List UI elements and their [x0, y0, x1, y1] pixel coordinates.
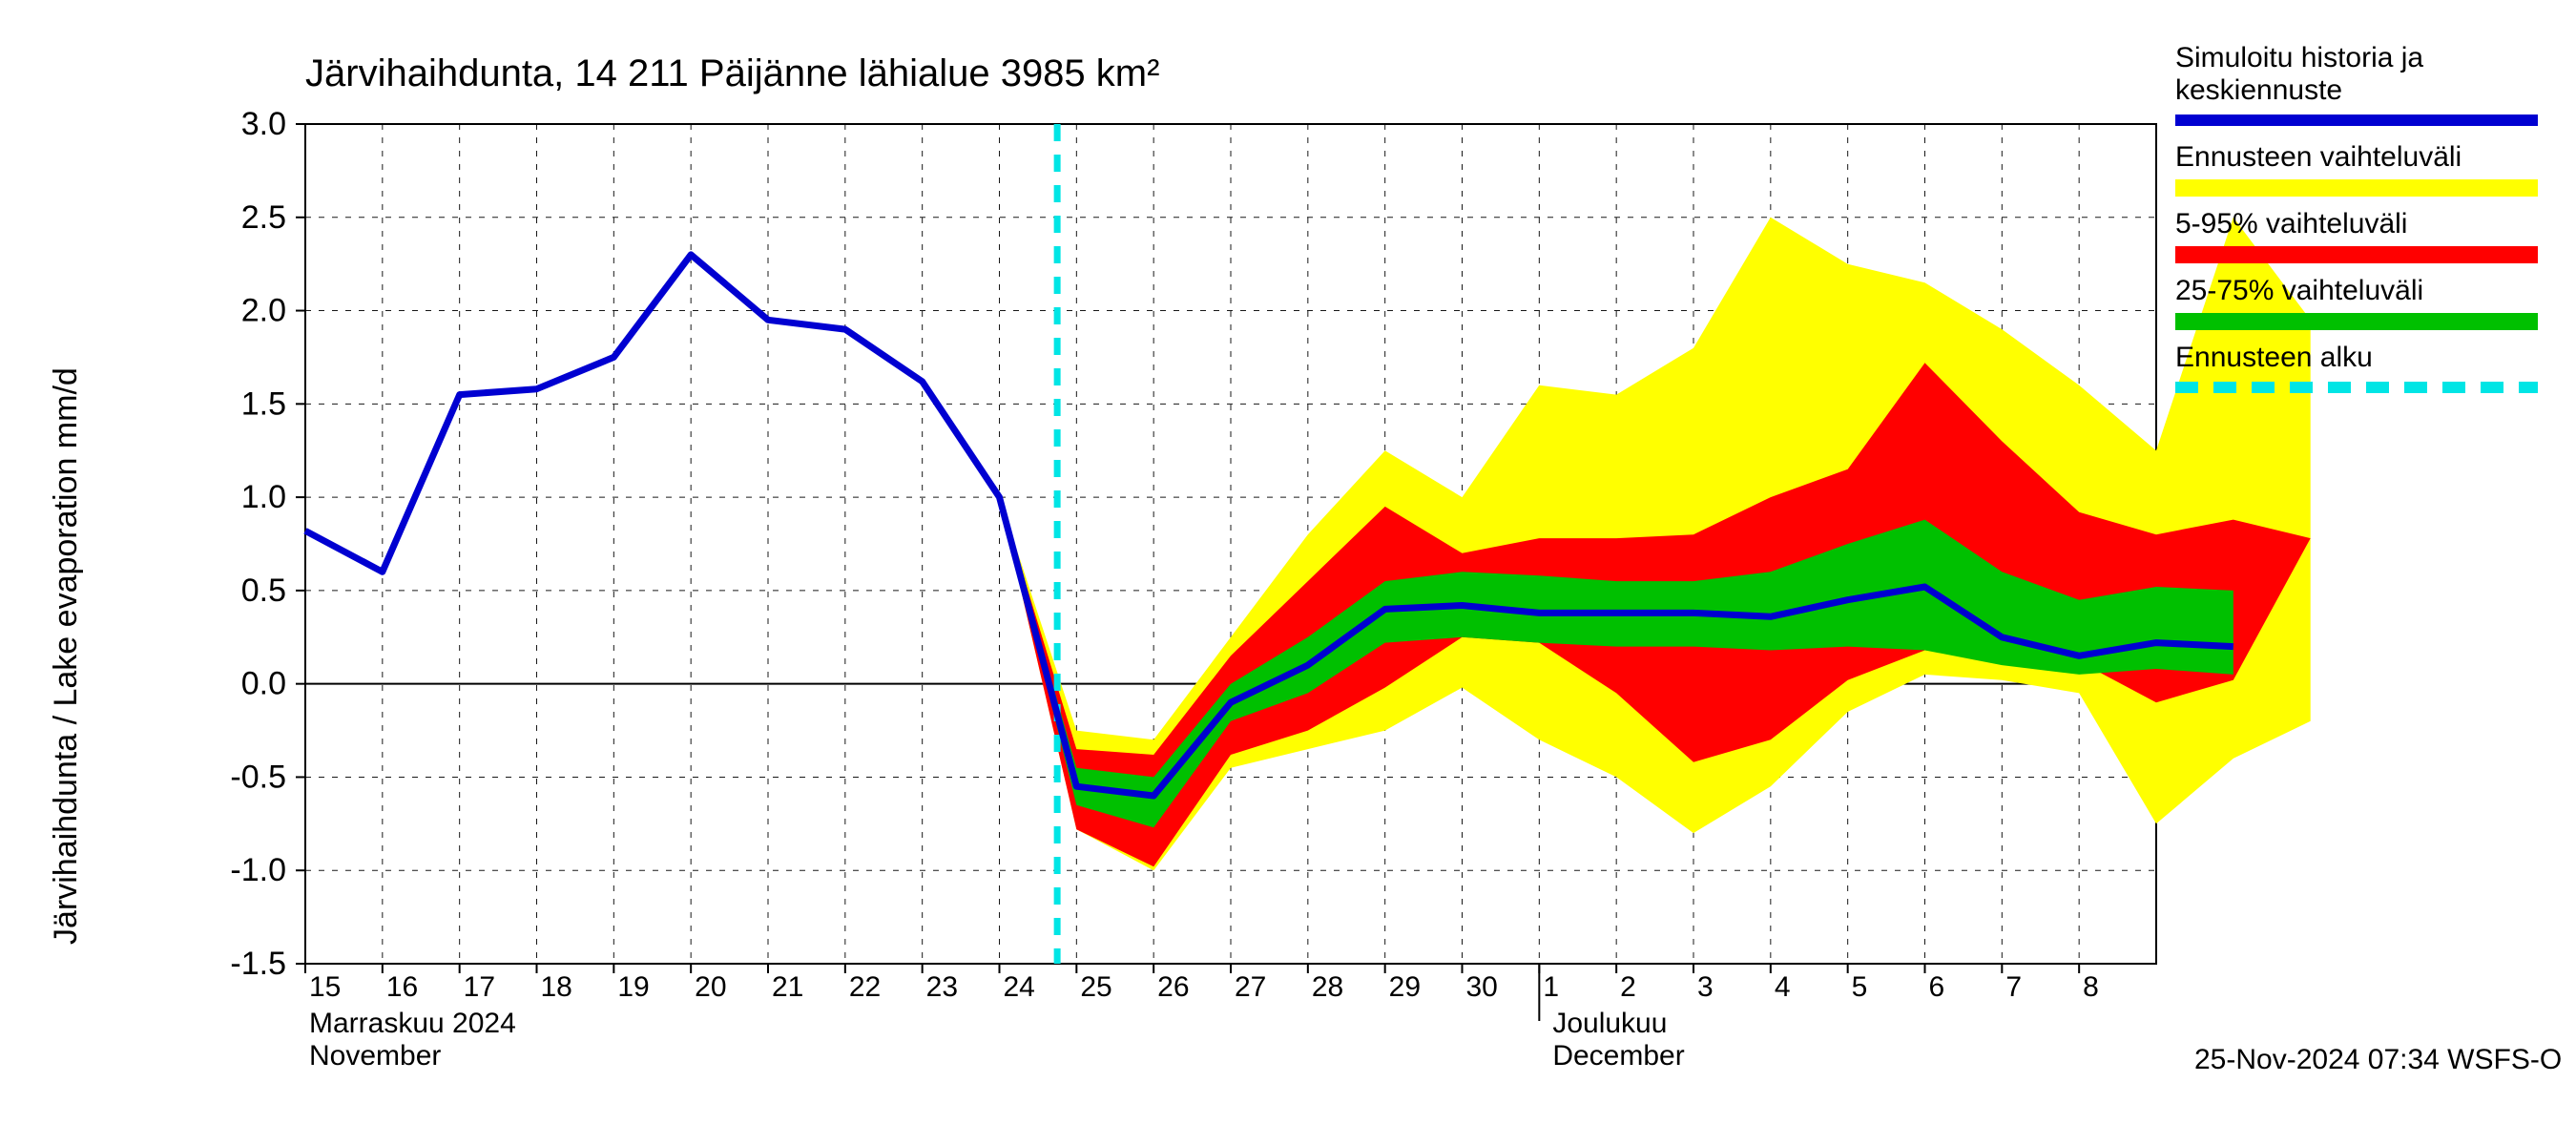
- x-tick-label: 29: [1389, 971, 1421, 1003]
- x-tick-label: 28: [1312, 971, 1343, 1003]
- x-tick-label: 7: [2005, 971, 2022, 1003]
- legend-label: Ennusteen vaihteluväli: [2175, 141, 2462, 173]
- x-tick-label: 4: [1775, 971, 1791, 1003]
- y-tick-label: 1.0: [241, 479, 286, 515]
- x-tick-label: 27: [1235, 971, 1266, 1003]
- month-label-left-en: November: [309, 1040, 441, 1072]
- x-tick-label: 19: [617, 971, 649, 1003]
- x-tick-label: 23: [926, 971, 958, 1003]
- month-label-right-fi: Joulukuu: [1552, 1008, 1667, 1039]
- legend-label: keskiennuste: [2175, 74, 2342, 106]
- y-tick-label: 2.0: [241, 293, 286, 329]
- y-tick-label: 2.5: [241, 199, 286, 236]
- y-tick-label: -0.5: [230, 759, 286, 795]
- x-tick-label: 22: [849, 971, 881, 1003]
- y-tick-label: -1.0: [230, 852, 286, 888]
- x-tick-label: 30: [1466, 971, 1498, 1003]
- x-tick-label: 8: [2083, 971, 2099, 1003]
- x-tick-label: 18: [541, 971, 572, 1003]
- chart-svg: -1.5-1.0-0.50.00.51.01.52.02.53.01516171…: [0, 0, 2576, 1145]
- month-label-right-en: December: [1552, 1040, 1684, 1072]
- month-label-left-fi: Marraskuu 2024: [309, 1008, 516, 1039]
- legend-swatch-band: [2175, 179, 2538, 197]
- y-tick-label: 0.0: [241, 666, 286, 702]
- legend-label: Simuloitu historia ja: [2175, 42, 2423, 73]
- footer-text: 25-Nov-2024 07:34 WSFS-O: [2194, 1044, 2562, 1075]
- x-tick-label: 21: [772, 971, 803, 1003]
- x-tick-label: 24: [1004, 971, 1035, 1003]
- x-tick-label: 16: [386, 971, 418, 1003]
- y-tick-label: -1.5: [230, 946, 286, 982]
- y-tick-label: 1.5: [241, 385, 286, 422]
- y-tick-label: 0.5: [241, 572, 286, 609]
- legend-swatch-band: [2175, 313, 2538, 330]
- x-tick-label: 20: [695, 971, 726, 1003]
- y-axis-label: Järvihaihdunta / Lake evaporation mm/d: [48, 367, 84, 945]
- legend-label: 5-95% vaihteluväli: [2175, 208, 2407, 239]
- legend-label: 25-75% vaihteluväli: [2175, 275, 2423, 306]
- x-tick-label: 5: [1852, 971, 1868, 1003]
- chart-container: -1.5-1.0-0.50.00.51.01.52.02.53.01516171…: [0, 0, 2576, 1145]
- x-tick-label: 3: [1697, 971, 1714, 1003]
- chart-title: Järvihaihdunta, 14 211 Päijänne lähialue…: [305, 52, 1159, 94]
- x-tick-label: 26: [1157, 971, 1189, 1003]
- y-tick-label: 3.0: [241, 106, 286, 142]
- x-tick-label: 15: [309, 971, 341, 1003]
- x-tick-label: 1: [1543, 971, 1559, 1003]
- legend-swatch-band: [2175, 246, 2538, 263]
- x-tick-label: 17: [464, 971, 495, 1003]
- x-tick-label: 25: [1080, 971, 1111, 1003]
- x-tick-label: 2: [1620, 971, 1636, 1003]
- legend-label: Ennusteen alku: [2175, 342, 2373, 373]
- x-tick-label: 6: [1929, 971, 1945, 1003]
